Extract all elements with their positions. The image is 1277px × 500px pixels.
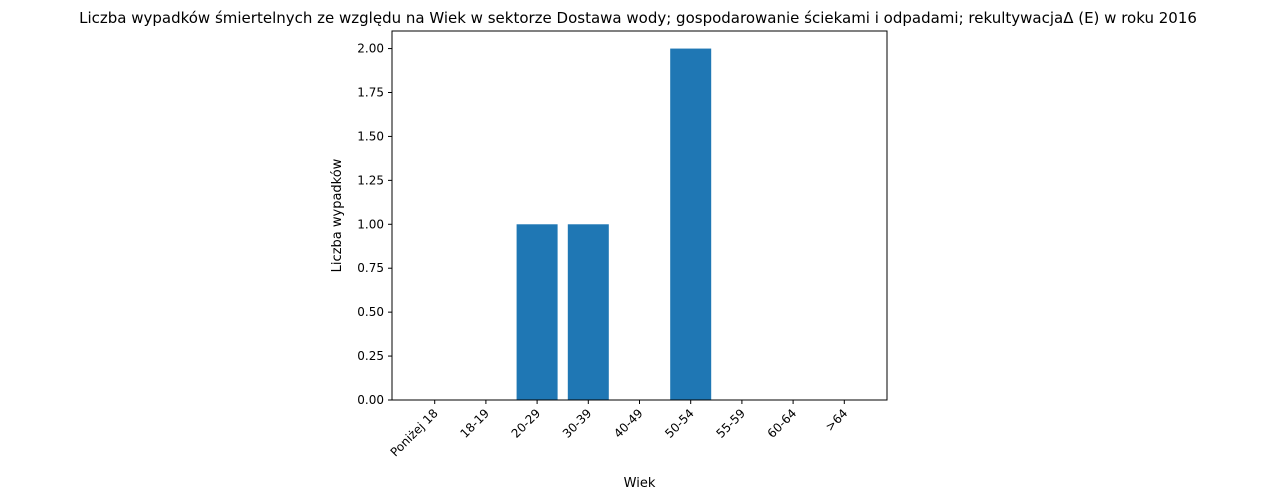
- x-tick-label: 55-59: [713, 406, 748, 441]
- bar-6: [670, 48, 712, 400]
- y-tick-label: 1.25: [357, 173, 384, 187]
- y-tick-label: 1.50: [357, 129, 384, 143]
- y-tick-label: 0.75: [357, 261, 384, 275]
- x-tick-label: 30-39: [560, 406, 595, 441]
- bar-4: [567, 224, 609, 400]
- x-tick-label: Poniżej 18: [388, 406, 441, 459]
- x-tick-label: 18-19: [457, 406, 492, 441]
- plot-frame: [391, 30, 888, 401]
- x-tick-label: 40-49: [611, 406, 646, 441]
- y-axis: 0.00 0.25 0.50 0.75 1.00 1.25 1.50 1.75 2.00: [357, 42, 392, 407]
- x-tick-label: 60-64: [765, 406, 800, 441]
- y-tick-label: 0.25: [357, 349, 384, 363]
- x-tick-label: >64: [823, 406, 851, 434]
- y-tick-label: 0.00: [357, 393, 384, 407]
- y-tick-label: 1.00: [357, 217, 384, 231]
- x-axis-label: Wiek: [624, 476, 656, 491]
- chart-title: Liczba wypadków śmiertelnych ze względu …: [79, 9, 1197, 27]
- y-tick-label: 2.00: [357, 42, 384, 56]
- y-axis-label: Liczba wypadków: [330, 158, 345, 272]
- x-tick-label: 20-29: [509, 406, 544, 441]
- y-tick-label: 1.75: [357, 86, 384, 100]
- bars-layer: [516, 48, 712, 400]
- y-tick-label: 0.50: [357, 305, 384, 319]
- bar-3: [516, 224, 558, 400]
- x-axis: Poniżej 18 18-19 20-29 30-39 40-49 50-54 55-59…: [388, 400, 851, 459]
- x-tick-label: 50-54: [662, 406, 697, 441]
